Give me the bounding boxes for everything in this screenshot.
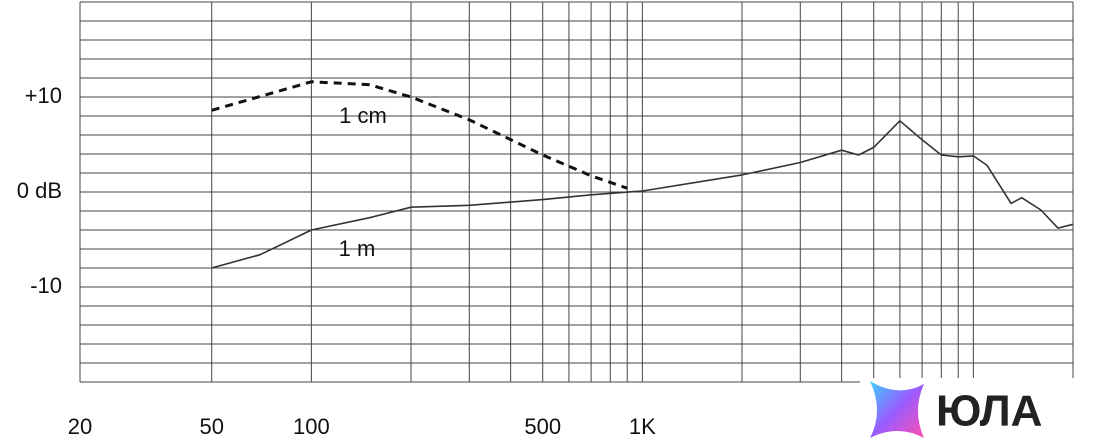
y-tick-label: +10	[25, 83, 62, 108]
y-tick-label: -10	[30, 273, 62, 298]
x-tick-label: 50	[199, 414, 223, 439]
x-tick-label: 1K	[629, 414, 656, 439]
x-tick-label: 100	[293, 414, 330, 439]
y-tick-label: 0 dB	[17, 178, 62, 203]
x-tick-label: 500	[524, 414, 561, 439]
watermark: ЮЛА	[860, 378, 1100, 441]
series-label: 1 cm	[339, 103, 387, 128]
watermark-logo	[870, 381, 924, 438]
watermark-text: ЮЛА	[936, 387, 1042, 436]
series-line	[211, 80, 628, 190]
x-tick-label: 20	[68, 414, 92, 439]
series-line	[211, 120, 1074, 269]
series-label: 1 m	[339, 236, 376, 261]
